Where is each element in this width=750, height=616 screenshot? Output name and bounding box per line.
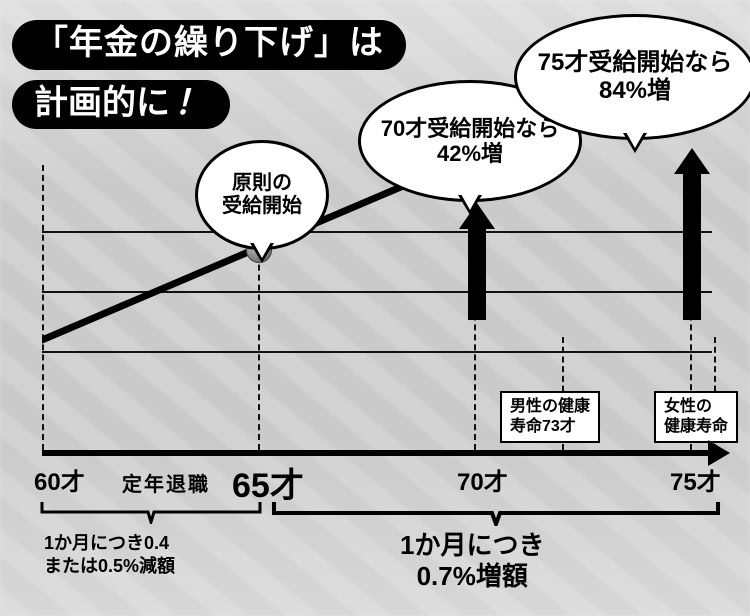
life-male-l1: 男性の健康 <box>510 398 590 415</box>
footer-right: 1か月につき 0.7%増額 <box>400 530 544 592</box>
callout-65: 原則の 受給開始 <box>195 140 329 250</box>
x-axis <box>42 450 712 456</box>
brace-left <box>40 500 262 524</box>
arrow-75 <box>683 170 701 320</box>
life-female: 女性の 健康寿命 <box>654 391 738 443</box>
tick-70: 70才 <box>457 462 508 497</box>
brace-right <box>272 500 720 526</box>
callout-70-l2: 42%増 <box>381 141 559 166</box>
callout-65-l1: 原則の <box>222 172 302 195</box>
callout-75-l2: 84%増 <box>538 77 733 105</box>
gridline-h <box>42 231 712 233</box>
life-male: 男性の健康 寿命73才 <box>500 391 600 443</box>
footer-left-l1: 1か月につき0.4 <box>44 533 169 553</box>
gridline-v-60 <box>42 165 44 450</box>
tick-60: 60才 <box>34 462 85 497</box>
tick-75: 75才 <box>670 462 721 497</box>
callout-75: 75才受給開始なら 84%増 <box>514 14 750 140</box>
gridline-h <box>42 291 712 293</box>
teinen-label: 定年退職 <box>122 468 210 497</box>
chart-area <box>42 165 712 405</box>
headline-line1: 「年金の繰り下げ」は <box>12 20 406 70</box>
headline-excl: ！ <box>170 85 208 122</box>
life-male-l2: 寿命73才 <box>510 418 576 435</box>
headline-line2: 計画的に！ <box>12 80 230 130</box>
gridline-h <box>42 351 712 353</box>
headline: 「年金の繰り下げ」は 計画的に！ <box>12 20 406 139</box>
headline-line2-text: 計画的に <box>34 84 170 122</box>
footer-right-l2: 0.7%増額 <box>417 561 528 591</box>
callout-65-l2: 受給開始 <box>222 195 302 218</box>
infographic: 「年金の繰り下げ」は 計画的に！ 原則の 受給開始 70才受給開始なら 42%増 <box>0 0 750 616</box>
footer-right-l1: 1か月につき <box>400 530 544 560</box>
life-female-l2: 健康寿命 <box>664 418 728 435</box>
life-female-l1: 女性の <box>664 398 712 415</box>
arrow-70 <box>468 225 486 320</box>
footer-left: 1か月につき0.4 または0.5%減額 <box>44 532 175 579</box>
callout-70-l1: 70才受給開始なら <box>381 116 559 141</box>
footer-left-l2: または0.5%減額 <box>44 556 175 576</box>
callout-75-l1: 75才受給開始なら <box>538 49 733 77</box>
